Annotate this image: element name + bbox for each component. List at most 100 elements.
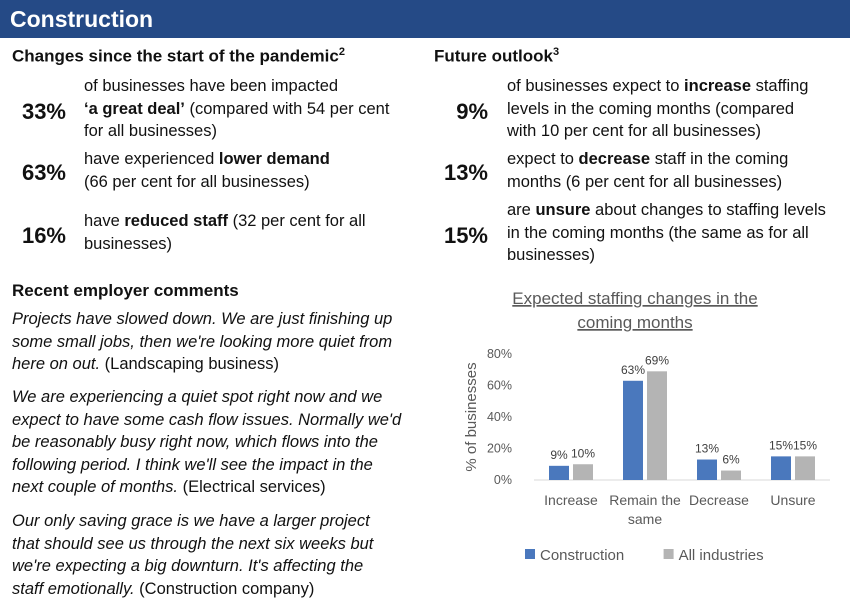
bar-all-industries <box>795 456 815 480</box>
comments-heading: Recent employer comments <box>12 281 239 300</box>
comment-line: here on out. (Landscaping business) <box>12 353 422 376</box>
stat-text-segment: have <box>84 212 125 230</box>
stat-text-segment: are <box>507 201 536 219</box>
comment-quote: here on out. <box>12 355 101 373</box>
comment-line: we're expecting a big downturn. It's aff… <box>12 555 422 578</box>
bar-data-label: 15% <box>793 438 817 452</box>
right-stat-text: of businesses expect to increase staffin… <box>507 75 808 143</box>
bar-data-label: 10% <box>571 446 595 460</box>
stat-line: are unsure about changes to staffing lev… <box>507 199 826 222</box>
right-stat-pct: 15% <box>443 223 488 248</box>
comment-line: We are experiencing a quiet spot right n… <box>12 386 422 409</box>
left-stat-pct: 63% <box>21 160 66 185</box>
stat-text-segment: staff in the coming <box>650 150 789 168</box>
x-tick-label: Decrease <box>689 492 749 508</box>
comment-quote: we're expecting a big downturn. It's aff… <box>12 557 364 575</box>
legend-label: All industries <box>679 547 764 564</box>
bar-data-label: 15% <box>769 438 793 452</box>
stat-line: businesses) <box>507 244 826 267</box>
chart-title: Expected staffing changes in the <box>512 289 757 308</box>
stat-emphasis: lower demand <box>218 150 330 168</box>
left-stat-text: have experienced lower demand (66 per cen… <box>84 148 330 193</box>
comment-quote: Projects have slowed down. We are just f… <box>12 310 393 328</box>
right-stat-text: are unsure about changes to staffing lev… <box>507 199 826 267</box>
stat-text-segment: with 10 per cent for all businesses) <box>507 122 762 140</box>
stat-line: (66 per cent for all businesses) <box>84 171 330 194</box>
employer-comment: We are experiencing a quiet spot right n… <box>12 386 422 499</box>
comment-quote: some small jobs, then we're looking more… <box>12 332 393 351</box>
bar-all-industries <box>573 464 593 480</box>
comment-source: (Landscaping business) <box>100 355 279 373</box>
comment-source: (Electrical services) <box>178 478 326 496</box>
stat-text-segment: staffing <box>751 77 809 95</box>
y-tick-label: 20% <box>487 442 512 456</box>
stat-line: with 10 per cent for all businesses) <box>507 120 808 143</box>
stat-line: have reduced staff (32 per cent for all <box>84 210 366 233</box>
stat-text-segment: (66 per cent for all businesses) <box>84 172 310 191</box>
stat-line: ‘a great deal’ (compared with 54 per cen… <box>84 98 389 121</box>
stat-text-segment: levels in the coming months (compared <box>507 99 795 118</box>
staffing-chart: Expected staffing changes in the coming m… <box>463 289 830 564</box>
bar-construction <box>697 459 717 480</box>
x-tick-label: Remain the <box>609 492 681 508</box>
comment-line: staff emotionally. (Construction company… <box>12 578 422 601</box>
left-stat-text: of businesses have been impacted ‘a great… <box>84 75 389 143</box>
stat-text-segment: months (6 per cent for all businesses) <box>507 172 783 191</box>
banner-title: Construction <box>10 6 154 32</box>
left-stat-text: have reduced staff (32 per cent for all b… <box>84 210 366 255</box>
legend-label: Construction <box>540 547 624 564</box>
y-axis-label: % of businesses <box>463 362 480 471</box>
comment-line: be reasonably busy right now, which flow… <box>12 431 422 454</box>
stat-line: of businesses have been impacted <box>84 75 389 98</box>
y-tick-label: 60% <box>487 379 512 393</box>
stat-text-segment: businesses) <box>507 246 596 264</box>
comment-line: Our only saving grace is we have a large… <box>12 510 422 533</box>
stat-emphasis: ‘a great deal’ <box>84 99 185 118</box>
stat-emphasis: unsure <box>535 201 591 219</box>
employer-comment: Our only saving grace is we have a large… <box>12 510 422 600</box>
stat-line: businesses) <box>84 233 366 256</box>
comment-line: next couple of months. (Electrical servi… <box>12 476 422 499</box>
bar-data-label: 69% <box>645 353 669 367</box>
bar-data-label: 6% <box>722 453 740 467</box>
comment-line: expect to have some cash flow issues. No… <box>12 409 422 432</box>
y-tick-label: 40% <box>487 410 512 424</box>
stat-line: for all businesses) <box>84 120 389 143</box>
stat-text-segment: (compared with 54 per cent <box>184 99 390 118</box>
employer-comment: Projects have slowed down. We are just f… <box>12 308 422 376</box>
stat-emphasis: decrease <box>578 150 651 168</box>
bar-data-label: 63% <box>621 363 645 377</box>
comment-line: Projects have slowed down. We are just f… <box>12 308 422 331</box>
bar-all-industries <box>721 470 741 480</box>
stat-emphasis: reduced staff <box>124 212 228 230</box>
comment-line: that should see us through the next six … <box>12 533 422 556</box>
stat-text-segment: have experienced <box>84 150 219 168</box>
comment-line: some small jobs, then we're looking more… <box>12 331 422 354</box>
stat-text-segment: (32 per cent for all <box>227 212 366 230</box>
chart-title: coming months <box>577 313 692 332</box>
bar-construction <box>771 456 791 480</box>
left-heading-footnote: 2 <box>338 46 345 58</box>
right-heading-text: Future outlook <box>434 46 553 66</box>
y-tick-label: 0% <box>494 473 512 487</box>
stat-line: expect to decrease staff in the coming <box>507 148 788 171</box>
comment-quote: expect to have some cash flow issues. No… <box>12 410 402 429</box>
legend-swatch <box>663 549 674 559</box>
stat-text-segment: for all businesses) <box>84 122 217 140</box>
bar-data-label: 9% <box>550 448 568 462</box>
stat-text-segment: businesses) <box>84 234 173 253</box>
right-stat-pct: 9% <box>456 99 488 124</box>
bar-construction <box>623 380 643 480</box>
x-tick-label: Increase <box>544 492 598 508</box>
right-stat-pct: 13% <box>443 160 488 185</box>
right-heading: Future outlook3 <box>434 46 559 67</box>
comment-quote: We are experiencing a quiet spot right n… <box>12 388 383 406</box>
section-banner: Construction <box>0 0 850 38</box>
comment-quote: be reasonably busy right now, which flow… <box>12 433 378 451</box>
comment-source: (Construction company) <box>134 579 315 598</box>
x-tick-label: Unsure <box>770 492 815 508</box>
stat-line: have experienced lower demand <box>84 148 330 171</box>
left-heading: Changes since the start of the pandemic2 <box>12 46 345 67</box>
comment-quote: next couple of months. <box>12 478 179 496</box>
stat-line: of businesses expect to increase staffin… <box>507 75 808 98</box>
